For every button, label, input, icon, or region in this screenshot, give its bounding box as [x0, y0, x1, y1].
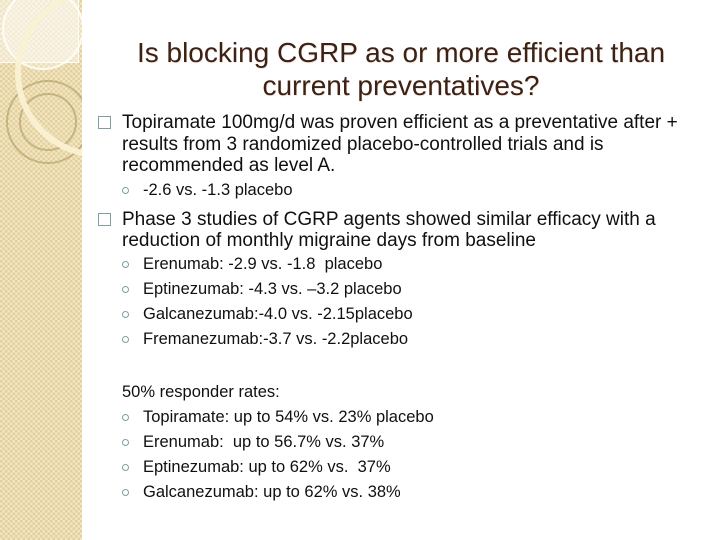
bullet-phase3-cgrp: Phase 3 studies of CGRP agents showed si…: [98, 209, 704, 252]
square-bullet-icon: [98, 116, 111, 129]
sub-bullet-text: Fremanezumab:-3.7 vs. -2.2placebo: [143, 329, 409, 348]
bullet-topiramate: Topiramate 100mg/d was proven efficient …: [98, 112, 704, 177]
bullet-topiramate-text: Topiramate 100mg/d was proven efficient …: [122, 112, 683, 176]
sub-bullet-fremanezumab: Fremanezumab:-3.7 vs. -2.2placebo: [98, 327, 704, 352]
slide-title-line-1: Is blocking CGRP as or more efficient th…: [136, 37, 666, 68]
sub-bullet-text: Erenumab: -2.9 vs. -1.8 placebo: [143, 254, 383, 273]
sub-bullet-eptinezumab: Eptinezumab: -4.3 vs. –3.2 placebo: [98, 277, 704, 302]
responder-galcanezumab: Galcanezumab: up to 62% vs. 38%: [98, 480, 704, 505]
circle-bullet-icon: [122, 310, 129, 318]
decorative-sidebar: [0, 0, 82, 540]
slide-body: Topiramate 100mg/d was proven efficient …: [98, 112, 704, 505]
sub-bullet-text: Galcanezumab:-4.0 vs. -2.15placebo: [143, 304, 413, 323]
responder-text: Eptinezumab: up to 62% vs. 37%: [143, 457, 391, 476]
responder-text: Topiramate: up to 54% vs. 23% placebo: [143, 407, 434, 426]
circle-bullet-icon: [122, 186, 129, 194]
responder-text: Erenumab: up to 56.7% vs. 37%: [143, 432, 385, 451]
circle-bullet-icon: [122, 438, 129, 446]
responder-eptinezumab: Eptinezumab: up to 62% vs. 37%: [98, 455, 704, 480]
circle-bullet-icon: [122, 463, 129, 471]
sub-bullet-topiramate-placebo: -2.6 vs. -1.3 placebo: [98, 178, 704, 203]
sub-bullet-text: Eptinezumab: -4.3 vs. –3.2 placebo: [143, 279, 402, 298]
responder-rates-heading: 50% responder rates:: [122, 382, 280, 401]
sub-bullet-galcanezumab: Galcanezumab:-4.0 vs. -2.15placebo: [98, 302, 704, 327]
circle-bullet-icon: [122, 488, 129, 496]
bullet-phase3-text: Phase 3 studies of CGRP agents showed si…: [122, 208, 661, 252]
circle-bullet-icon: [122, 413, 129, 421]
circle-bullet-icon: [122, 335, 129, 343]
responder-topiramate: Topiramate: up to 54% vs. 23% placebo: [98, 405, 704, 430]
sub-bullet-erenumab: Erenumab: -2.9 vs. -1.8 placebo: [98, 252, 704, 277]
sub-bullet-text: -2.6 vs. -1.3 placebo: [143, 180, 293, 199]
slide-title-line-2: current preventatives?: [262, 70, 540, 101]
slide-title: Is blocking CGRP as or more efficient th…: [98, 36, 704, 102]
slide-content: Is blocking CGRP as or more efficient th…: [98, 0, 704, 505]
circle-bullet-icon: [122, 285, 129, 293]
circle-bullet-icon: [122, 260, 129, 268]
responder-erenumab: Erenumab: up to 56.7% vs. 37%: [98, 430, 704, 455]
square-bullet-icon: [98, 212, 111, 226]
responder-text: Galcanezumab: up to 62% vs. 38%: [143, 482, 401, 501]
